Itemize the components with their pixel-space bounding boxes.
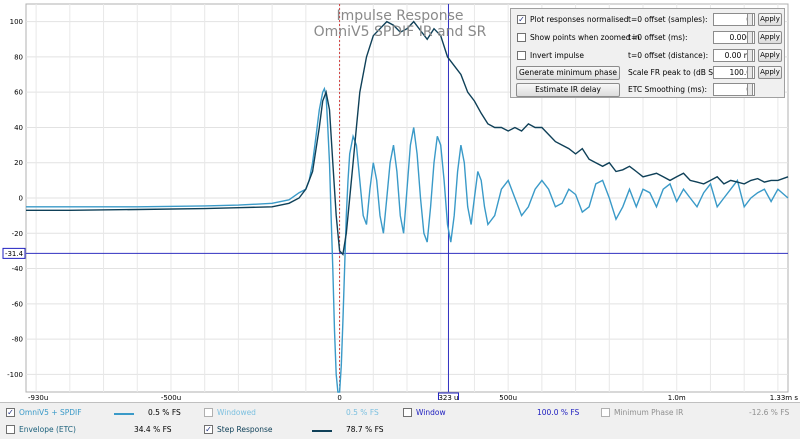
minimum-phase-pct: -12.6 % FS bbox=[749, 408, 790, 417]
scale-fr-spinner[interactable] bbox=[747, 66, 753, 79]
series-line-omniv5 bbox=[26, 86, 789, 393]
legend-item-minimum-phase[interactable]: Minimum Phase IR -12.6 % FS bbox=[601, 405, 791, 421]
cp-row-ir-delay: Estimate IR delay ETC Smoothing (ms): 0 bbox=[511, 82, 784, 98]
windowed-pct: 0.5 % FS bbox=[346, 408, 379, 417]
y-tick-label: 40 bbox=[14, 124, 23, 132]
t0-ms-apply-button[interactable]: Apply bbox=[758, 31, 782, 44]
scale-fr-label: Scale FR peak to (dB SPL): bbox=[628, 68, 728, 77]
envelope-pct: 34.4 % FS bbox=[134, 425, 172, 434]
omniv5-label: OmniV5 + SPDIF bbox=[19, 408, 82, 417]
window-label: Window bbox=[416, 408, 446, 417]
control-panel: ✓ Plot responses normalised t=0 offset (… bbox=[510, 8, 785, 98]
omniv5-pct: 0.5 % FS bbox=[148, 408, 181, 417]
t0-distance-spinner[interactable] bbox=[747, 49, 753, 62]
t0-samples-spinner[interactable] bbox=[747, 13, 753, 26]
y-cursor-readout: -31.4 bbox=[5, 250, 24, 258]
step-response-pct: 78.7 % FS bbox=[346, 425, 384, 434]
y-tick-label: 20 bbox=[14, 159, 23, 167]
t0-ms-input[interactable]: 0.000 bbox=[713, 31, 755, 44]
y-tick-label: -80 bbox=[12, 336, 23, 344]
t0-ms-label: t=0 offset (ms): bbox=[628, 33, 688, 42]
legend-row-2: Envelope (ETC) 34.4 % FS ✓ Step Response… bbox=[0, 422, 800, 438]
t0-distance-label: t=0 offset (distance): bbox=[628, 51, 709, 60]
t0-ms-spinner[interactable] bbox=[747, 31, 753, 44]
minimum-phase-checkbox[interactable] bbox=[601, 408, 610, 417]
y-tick-label: -100 bbox=[7, 371, 23, 379]
plot-normalised-checkbox[interactable]: ✓ bbox=[517, 15, 526, 24]
legend-item-step-response[interactable]: ✓ Step Response 78.7 % FS bbox=[204, 422, 394, 438]
legend-row-1: ✓ OmniV5 + SPDIF 0.5 % FS Windowed 0.5 %… bbox=[0, 405, 800, 421]
x-tick-label: 1.33m s bbox=[770, 394, 799, 400]
scale-fr-input[interactable]: 100.0 bbox=[713, 66, 755, 79]
invert-impulse-label: Invert impulse bbox=[530, 51, 584, 60]
y-tick-label: 100 bbox=[10, 18, 23, 26]
step-response-label: Step Response bbox=[217, 425, 273, 434]
legend-item-envelope[interactable]: Envelope (ETC) 34.4 % FS bbox=[6, 422, 196, 438]
scale-fr-apply-button[interactable]: Apply bbox=[758, 66, 782, 79]
x-tick-label: 500u bbox=[499, 394, 517, 400]
t0-samples-input[interactable]: 0 bbox=[713, 13, 755, 26]
y-tick-label: 80 bbox=[14, 53, 23, 61]
plot-normalised-label: Plot responses normalised bbox=[530, 15, 629, 24]
windowed-label: Windowed bbox=[217, 408, 256, 417]
series-line-step-response bbox=[26, 20, 789, 256]
x-tick-label: 0 bbox=[337, 394, 341, 400]
t0-distance-apply-button[interactable]: Apply bbox=[758, 49, 782, 62]
step-response-swatch bbox=[312, 430, 332, 432]
invert-impulse-checkbox[interactable] bbox=[517, 51, 526, 60]
x-cursor-readout-box bbox=[437, 392, 459, 400]
y-tick-label: -40 bbox=[12, 265, 23, 273]
x-cursor-readout: 323 u bbox=[438, 394, 458, 400]
estimate-ir-delay-button[interactable]: Estimate IR delay bbox=[516, 83, 620, 97]
cp-row-normalised: ✓ Plot responses normalised t=0 offset (… bbox=[511, 12, 784, 28]
x-tick-label: -930u bbox=[28, 394, 48, 400]
cp-row-min-phase: Generate minimum phase Scale FR peak to … bbox=[511, 65, 784, 81]
envelope-checkbox[interactable] bbox=[6, 425, 15, 434]
t0-distance-input[interactable]: 0.00 m bbox=[713, 49, 755, 62]
legend-panel: ✓ OmniV5 + SPDIF 0.5 % FS Windowed 0.5 %… bbox=[0, 402, 800, 439]
y-tick-label: -20 bbox=[12, 230, 23, 238]
generate-minimum-phase-button[interactable]: Generate minimum phase bbox=[516, 66, 620, 80]
etc-smoothing-label: ETC Smoothing (ms): bbox=[628, 85, 708, 94]
x-tick-label: -500u bbox=[161, 394, 181, 400]
legend-item-window[interactable]: Window 100.0 % FS bbox=[403, 405, 593, 421]
windowed-checkbox[interactable] bbox=[204, 408, 213, 417]
omniv5-swatch bbox=[114, 413, 134, 415]
y-tick-label: 60 bbox=[14, 89, 23, 97]
y-tick-label: 0 bbox=[19, 195, 23, 203]
etc-smoothing-spinner[interactable] bbox=[747, 83, 753, 96]
cp-row-show-points: Show points when zoomed in t=0 offset (m… bbox=[511, 30, 784, 46]
y-cursor-readout-box bbox=[2, 247, 26, 259]
chart-title: Impulse Response bbox=[336, 8, 463, 24]
cp-row-invert: Invert impulse t=0 offset (distance): 0.… bbox=[511, 48, 784, 64]
legend-item-omniv5[interactable]: ✓ OmniV5 + SPDIF 0.5 % FS bbox=[6, 405, 196, 421]
minimum-phase-label: Minimum Phase IR bbox=[614, 408, 684, 417]
show-points-checkbox[interactable] bbox=[517, 33, 526, 42]
y-tick-label: -60 bbox=[12, 300, 23, 308]
envelope-label: Envelope (ETC) bbox=[19, 425, 76, 434]
chart-subtitle: OmniV5 SPDIF IR and SR bbox=[314, 24, 487, 40]
t0-samples-label: t=0 offset (samples): bbox=[628, 15, 708, 24]
t0-samples-apply-button[interactable]: Apply bbox=[758, 13, 782, 26]
omniv5-checkbox[interactable]: ✓ bbox=[6, 408, 15, 417]
x-tick-label: 1.0m bbox=[668, 394, 686, 400]
window-checkbox[interactable] bbox=[403, 408, 412, 417]
window-pct: 100.0 % FS bbox=[537, 408, 580, 417]
show-points-label: Show points when zoomed in bbox=[530, 33, 640, 42]
step-response-checkbox[interactable]: ✓ bbox=[204, 425, 213, 434]
legend-item-windowed[interactable]: Windowed 0.5 % FS bbox=[204, 405, 394, 421]
